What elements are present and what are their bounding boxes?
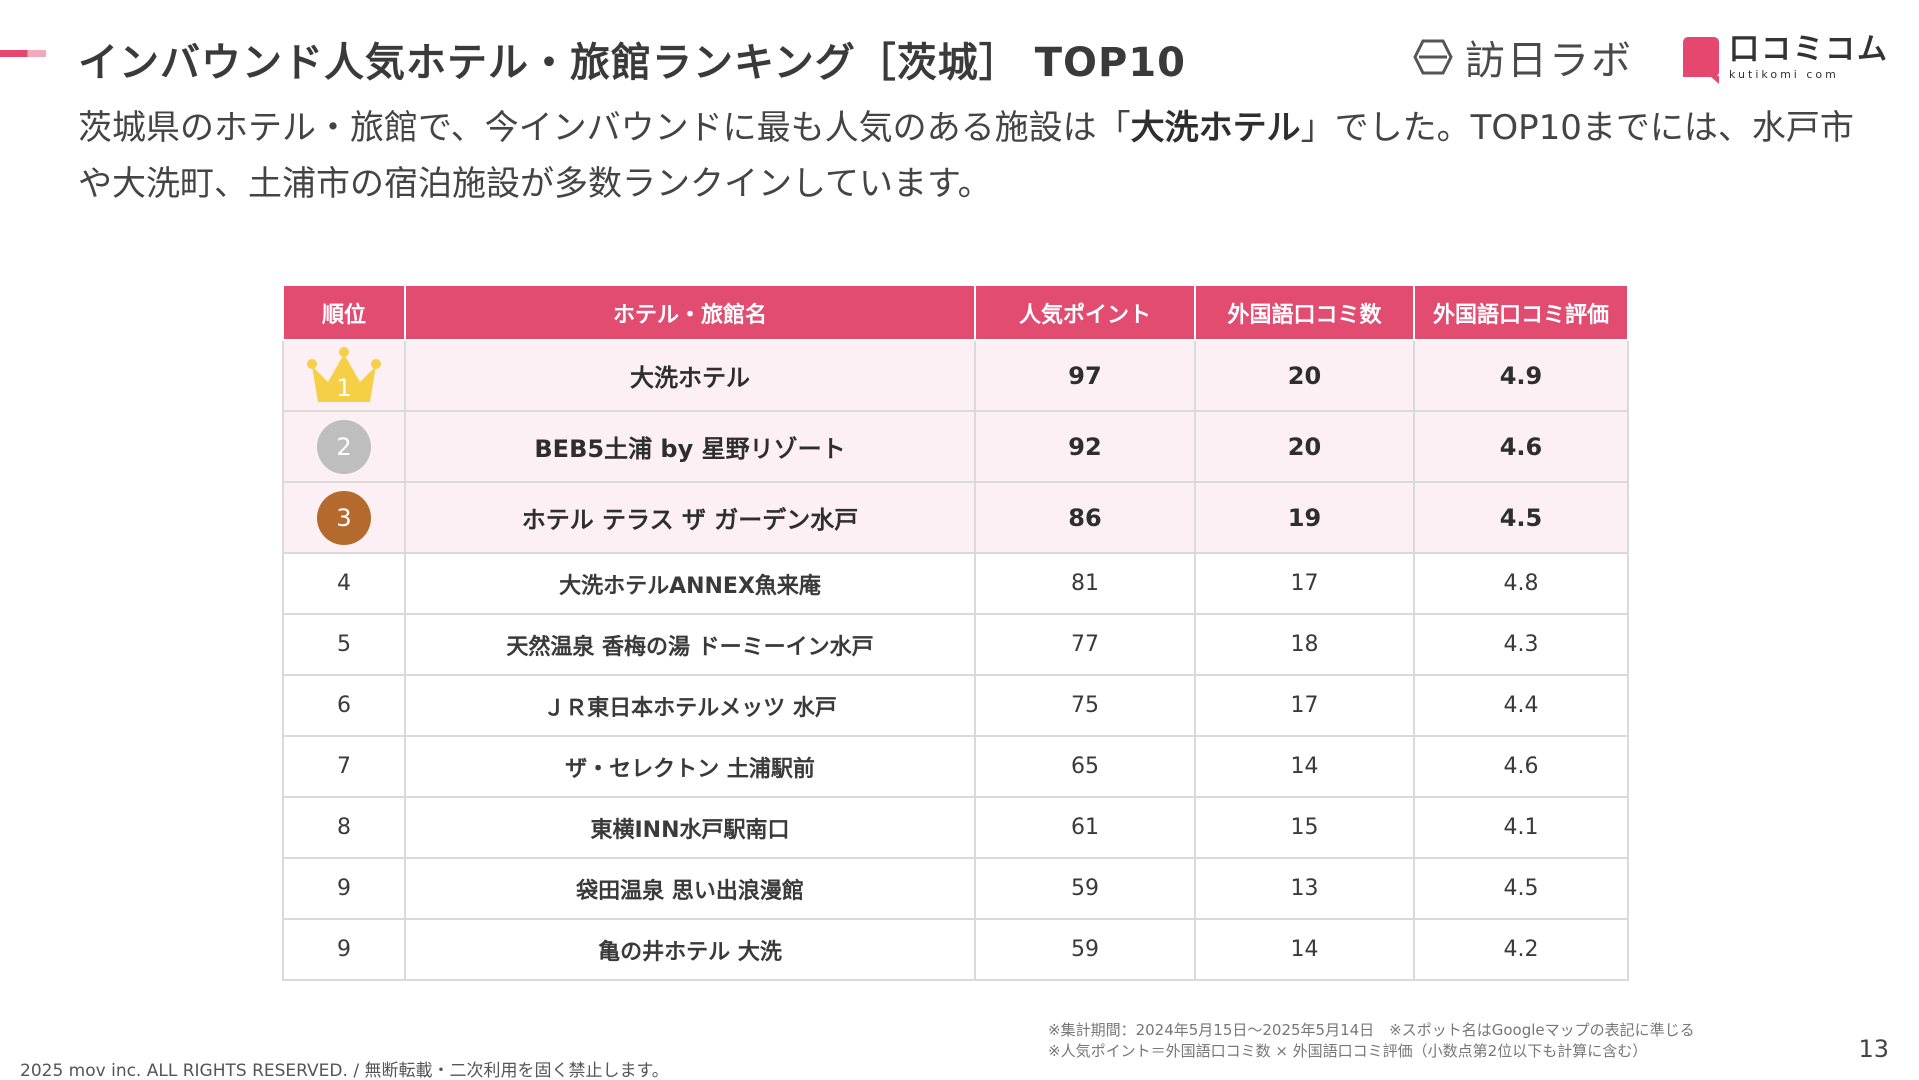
col-header-name: ホテル・旅館名	[404, 286, 976, 341]
rating-cell: 4.5	[1413, 481, 1629, 554]
rank-cell: 9	[282, 857, 406, 920]
points-cell: 59	[974, 918, 1196, 981]
hotel-name-cell: 大洗ホテル	[404, 339, 976, 412]
table-row: 4 大洗ホテルANNEX魚来庵 81 17 4.8	[282, 552, 1629, 615]
table-row: 1 大洗ホテル 97 20 4.9	[282, 339, 1629, 412]
points-cell: 86	[974, 481, 1196, 554]
col-header-rank: 順位	[282, 286, 406, 341]
rating-cell: 4.4	[1413, 674, 1629, 737]
points-cell: 97	[974, 339, 1196, 412]
footnote-period: ※集計期間：2024年5月15日〜2025年5月14日 ※スポット名はGoogl…	[1048, 1021, 1695, 1039]
title-accent-bar	[0, 50, 46, 57]
lead-highlight: 大洗ホテル	[1130, 108, 1301, 148]
rating-cell: 4.9	[1413, 339, 1629, 412]
reviews-cell: 19	[1194, 481, 1415, 554]
points-cell: 81	[974, 552, 1196, 615]
houjin-labo-name: 訪日ラボ	[1465, 38, 1633, 84]
rank-cell: 3	[282, 481, 406, 554]
page-title: インバウンド人気ホテル・旅館ランキング［茨城］ TOP10	[78, 40, 1186, 86]
gold-crown-icon: 1	[304, 344, 384, 408]
table-row: 9 袋田温泉 思い出浪漫館 59 13 4.5	[282, 857, 1629, 920]
table-row: 6 ＪＲ東日本ホテルメッツ 水戸 75 17 4.4	[282, 674, 1629, 737]
rank-cell: 6	[282, 674, 406, 737]
lead-text-1: 茨城県のホテル・旅館で、今インバウンドに最も人気のある施設は「	[78, 108, 1131, 148]
bronze-medal-icon: 3	[317, 490, 371, 545]
table-row: 3 ホテル テラス ザ ガーデン水戸 86 19 4.5	[282, 481, 1629, 554]
points-cell: 92	[974, 410, 1196, 483]
kuchikomi-com-name: 口コミコム	[1729, 31, 1889, 67]
col-header-reviews: 外国語口コミ数	[1194, 286, 1415, 341]
table-row: 2 BEB5土浦 by 星野リゾート 92 20 4.6	[282, 410, 1629, 483]
kuchikomi-com-subtitle: kutikomi com	[1729, 67, 1839, 81]
table-row: 5 天然温泉 香梅の湯 ドーミーイン水戸 77 18 4.3	[282, 613, 1629, 676]
silver-medal-icon: 2	[317, 419, 371, 474]
rank-cell: 4	[282, 552, 406, 615]
reviews-cell: 20	[1194, 410, 1415, 483]
col-header-points: 人気ポイント	[974, 286, 1196, 341]
rank-number: 1	[336, 373, 352, 402]
table-row: 8 東横INN水戸駅南口 61 15 4.1	[282, 796, 1629, 859]
hotel-name-cell: 東横INN水戸駅南口	[404, 796, 976, 859]
footnotes: ※集計期間：2024年5月15日〜2025年5月14日 ※スポット名はGoogl…	[1048, 1020, 1695, 1062]
rank-cell: 9	[282, 918, 406, 981]
rating-cell: 4.5	[1413, 857, 1629, 920]
reviews-cell: 13	[1194, 857, 1415, 920]
hotel-name-cell: 袋田温泉 思い出浪漫館	[404, 857, 976, 920]
points-cell: 77	[974, 613, 1196, 676]
kuchikomi-com-logo: 口コミコム kutikomi com	[1683, 31, 1889, 84]
brand-logos: 訪日ラボ 口コミコム kutikomi com	[1413, 31, 1889, 84]
hexagon-logo-icon	[1413, 39, 1453, 75]
reviews-cell: 14	[1194, 735, 1415, 798]
hotel-name-cell: ＪＲ東日本ホテルメッツ 水戸	[404, 674, 976, 737]
points-cell: 59	[974, 857, 1196, 920]
points-cell: 75	[974, 674, 1196, 737]
reviews-cell: 17	[1194, 552, 1415, 615]
hotel-name-cell: 大洗ホテルANNEX魚来庵	[404, 552, 976, 615]
hotel-name-cell: ザ・セレクトン 土浦駅前	[404, 735, 976, 798]
points-cell: 61	[974, 796, 1196, 859]
table-row: 7 ザ・セレクトン 土浦駅前 65 14 4.6	[282, 735, 1629, 798]
table-row: 9 亀の井ホテル 大洗 59 14 4.2	[282, 918, 1629, 981]
speech-bubble-icon	[1683, 37, 1719, 84]
reviews-cell: 18	[1194, 613, 1415, 676]
hotel-name-cell: 亀の井ホテル 大洗	[404, 918, 976, 981]
col-header-rating: 外国語口コミ評価	[1413, 286, 1629, 341]
lead-text-2: 」でした。TOP10までには、水戸市や大洗町、土浦市の宿泊施設が多数ランクインし…	[78, 108, 1854, 205]
hotel-name-cell: ホテル テラス ザ ガーデン水戸	[404, 481, 976, 554]
reviews-cell: 17	[1194, 674, 1415, 737]
points-cell: 65	[974, 735, 1196, 798]
reviews-cell: 14	[1194, 918, 1415, 981]
houjin-labo-logo: 訪日ラボ	[1413, 28, 1633, 86]
hotel-name-cell: BEB5土浦 by 星野リゾート	[404, 410, 976, 483]
footnote-formula: ※人気ポイント＝外国語口コミ数 × 外国語口コミ評価（小数点第2位以下も計算に含…	[1048, 1042, 1648, 1060]
rating-cell: 4.6	[1413, 410, 1629, 483]
table-header-row: 順位 ホテル・旅館名 人気ポイント 外国語口コミ数 外国語口コミ評価	[282, 286, 1629, 341]
reviews-cell: 15	[1194, 796, 1415, 859]
rating-cell: 4.2	[1413, 918, 1629, 981]
rank-cell: 7	[282, 735, 406, 798]
copyright-notice: 2025 mov inc. ALL RIGHTS RESERVED. / 無断転…	[20, 1061, 669, 1080]
rating-cell: 4.8	[1413, 552, 1629, 615]
reviews-cell: 20	[1194, 339, 1415, 412]
lead-paragraph: 茨城県のホテル・旅館で、今インバウンドに最も人気のある施設は「大洗ホテル」でした…	[78, 100, 1858, 212]
rank-cell: 8	[282, 796, 406, 859]
hotel-name-cell: 天然温泉 香梅の湯 ドーミーイン水戸	[404, 613, 976, 676]
rating-cell: 4.3	[1413, 613, 1629, 676]
rank-cell: 1	[282, 339, 406, 412]
ranking-table: 順位 ホテル・旅館名 人気ポイント 外国語口コミ数 外国語口コミ評価 1 大	[282, 286, 1629, 981]
rank-cell: 2	[282, 410, 406, 483]
page-number: 13	[1858, 1035, 1889, 1063]
rank-cell: 5	[282, 613, 406, 676]
rating-cell: 4.1	[1413, 796, 1629, 859]
rating-cell: 4.6	[1413, 735, 1629, 798]
